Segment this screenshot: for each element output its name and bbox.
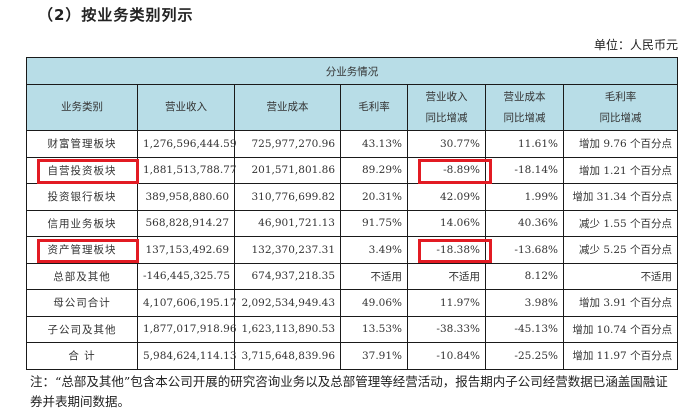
- cell-margin: 3.49%: [340, 236, 408, 264]
- cell-revenue-yoy: 不适用: [407, 262, 486, 290]
- cell-revenue: 1,881,513,788.77: [137, 156, 237, 184]
- cell-revenue-yoy: 14.06%: [407, 209, 486, 237]
- cell-category: 合 计: [26, 342, 138, 370]
- col-header-category: 业务类别: [26, 84, 138, 131]
- footnote: 注：“总部及其他”包含本公司开展的研究咨询业务以及总部管理等经营活动，报告期内子…: [30, 374, 668, 409]
- cell-cost-yoy: 11.61%: [485, 130, 564, 158]
- cell-cost: 3,715,648,839.96: [234, 342, 341, 370]
- cell-cost: 46,901,721.13: [234, 209, 341, 237]
- cell-category: 母公司合计: [26, 289, 138, 317]
- cell-cost: 725,977,270.96: [234, 130, 341, 158]
- cell-margin-yoy: 减少 5.25 个百分点: [562, 236, 679, 264]
- table-row: 信用业务板块 568,828,914.27 46,901,721.13 91.75% 1…: [26, 209, 679, 237]
- cell-revenue-yoy: -8.89%: [407, 156, 486, 184]
- column-header-row: 业务类别 营业收入 营业成本 毛利率 营业收入 同比增减 营业成本 同比增减 毛利率…: [26, 84, 679, 131]
- cell-category: 财富管理板块: [26, 130, 138, 158]
- cell-revenue-yoy: -38.33%: [407, 315, 486, 343]
- cell-cost: 1,623,113,890.53: [234, 315, 341, 343]
- col-header-margin: 毛利率: [340, 84, 408, 131]
- cell-margin: 20.31%: [340, 183, 408, 211]
- business-segment-table: 分业务情况 业务类别 营业收入 营业成本 毛利率 营业收入 同比增减 营业成本 同比…: [25, 57, 679, 370]
- cell-revenue: 1,877,017,918.96: [137, 315, 237, 343]
- col-header-cost-yoy: 营业成本 同比增减: [485, 84, 564, 131]
- cell-cost: 310,776,699.82: [234, 183, 341, 211]
- table-row: 合 计 5,984,624,114.13 3,715,648,839.96 37.91…: [26, 342, 679, 370]
- table-row: 资产管理板块 137,153,492.69 132,370,237.31 3.49% -…: [26, 236, 679, 264]
- table-row: 财富管理板块 1,276,596,444.59 725,977,270.96 43.1…: [26, 130, 679, 158]
- cell-category: 自营投资板块: [26, 156, 138, 184]
- cell-margin: 37.91%: [340, 342, 408, 370]
- cell-revenue: -146,445,325.75: [137, 262, 235, 290]
- cell-revenue: 568,828,914.27: [137, 209, 235, 237]
- cell-cost: 201,571,801.86: [234, 156, 341, 184]
- cell-margin: 43.13%: [340, 130, 408, 158]
- cell-category: 子公司及其他: [26, 315, 138, 343]
- cell-cost-yoy: 3.98%: [485, 289, 564, 317]
- cell-revenue: 4,107,606,195.17: [137, 289, 237, 317]
- cell-margin-yoy: 增加 3.91 个百分点: [562, 289, 679, 317]
- cell-cost: 2,092,534,949.43: [234, 289, 341, 317]
- cell-cost: 674,937,218.35: [234, 262, 341, 290]
- cell-margin: 49.06%: [340, 289, 408, 317]
- cell-margin-yoy: 增加 10.74 个百分点: [562, 315, 679, 343]
- cell-margin-yoy: 不适用: [562, 262, 679, 290]
- section-title: （2）按业务类别列示: [38, 6, 194, 24]
- cell-cost-yoy: -25.25%: [485, 342, 564, 370]
- cell-revenue: 137,153,492.69: [137, 236, 235, 264]
- table-row: 自营投资板块 1,881,513,788.77 201,571,801.86 89.2…: [26, 156, 679, 184]
- cell-margin-yoy: 增加 31.34 个百分点: [562, 183, 679, 211]
- col-header-revenue: 营业收入: [137, 84, 235, 131]
- group-header: 分业务情况: [25, 57, 679, 85]
- cell-revenue-yoy: 11.97%: [407, 289, 486, 317]
- col-header-margin-yoy: 毛利率 同比增减: [562, 84, 679, 131]
- col-header-cost: 营业成本: [234, 84, 341, 131]
- table-row: 总部及其他 -146,445,325.75 674,937,218.35 不适用 不适用…: [26, 262, 679, 290]
- cell-cost-yoy: -45.13%: [485, 315, 564, 343]
- cell-cost-yoy: -18.14%: [485, 156, 564, 184]
- cell-revenue: 389,958,880.60: [137, 183, 235, 211]
- table-row: 子公司及其他 1,877,017,918.96 1,623,113,890.53 13…: [26, 315, 679, 343]
- cell-margin-yoy: 增加 9.76 个百分点: [562, 130, 679, 158]
- cell-cost-yoy: 40.36%: [485, 209, 564, 237]
- table-row: 母公司合计 4,107,606,195.17 2,092,534,949.43 49.…: [26, 289, 679, 317]
- table-row: 投资银行板块 389,958,880.60 310,776,699.82 20.31%…: [26, 183, 679, 211]
- cell-cost-yoy: 1.99%: [485, 183, 564, 211]
- cell-category: 总部及其他: [26, 262, 138, 290]
- cell-margin: 89.29%: [340, 156, 408, 184]
- cell-margin: 13.53%: [340, 315, 408, 343]
- cell-cost: 132,370,237.31: [234, 236, 341, 264]
- cell-margin-yoy: 减少 1.55 个百分点: [562, 209, 679, 237]
- cell-revenue: 1,276,596,444.59: [137, 130, 237, 158]
- cell-cost-yoy: 8.12%: [485, 262, 564, 290]
- cell-category: 投资银行板块: [26, 183, 138, 211]
- cell-margin: 不适用: [340, 262, 408, 290]
- col-header-revenue-yoy: 营业收入 同比增减: [407, 84, 486, 131]
- cell-revenue-yoy: -10.84%: [407, 342, 486, 370]
- unit-label: 单位：人民币元: [593, 38, 678, 52]
- cell-category: 资产管理板块: [26, 236, 138, 264]
- cell-cost-yoy: -13.68%: [485, 236, 564, 264]
- cell-revenue-yoy: 42.09%: [407, 183, 486, 211]
- cell-margin-yoy: 增加 1.21 个百分点: [562, 156, 679, 184]
- cell-margin: 91.75%: [340, 209, 408, 237]
- cell-revenue: 5,984,624,114.13: [137, 342, 237, 370]
- cell-category: 信用业务板块: [26, 209, 138, 237]
- cell-revenue-yoy: -18.38%: [407, 236, 486, 264]
- cell-margin-yoy: 增加 11.97 个百分点: [562, 342, 679, 370]
- cell-revenue-yoy: 30.77%: [407, 130, 486, 158]
